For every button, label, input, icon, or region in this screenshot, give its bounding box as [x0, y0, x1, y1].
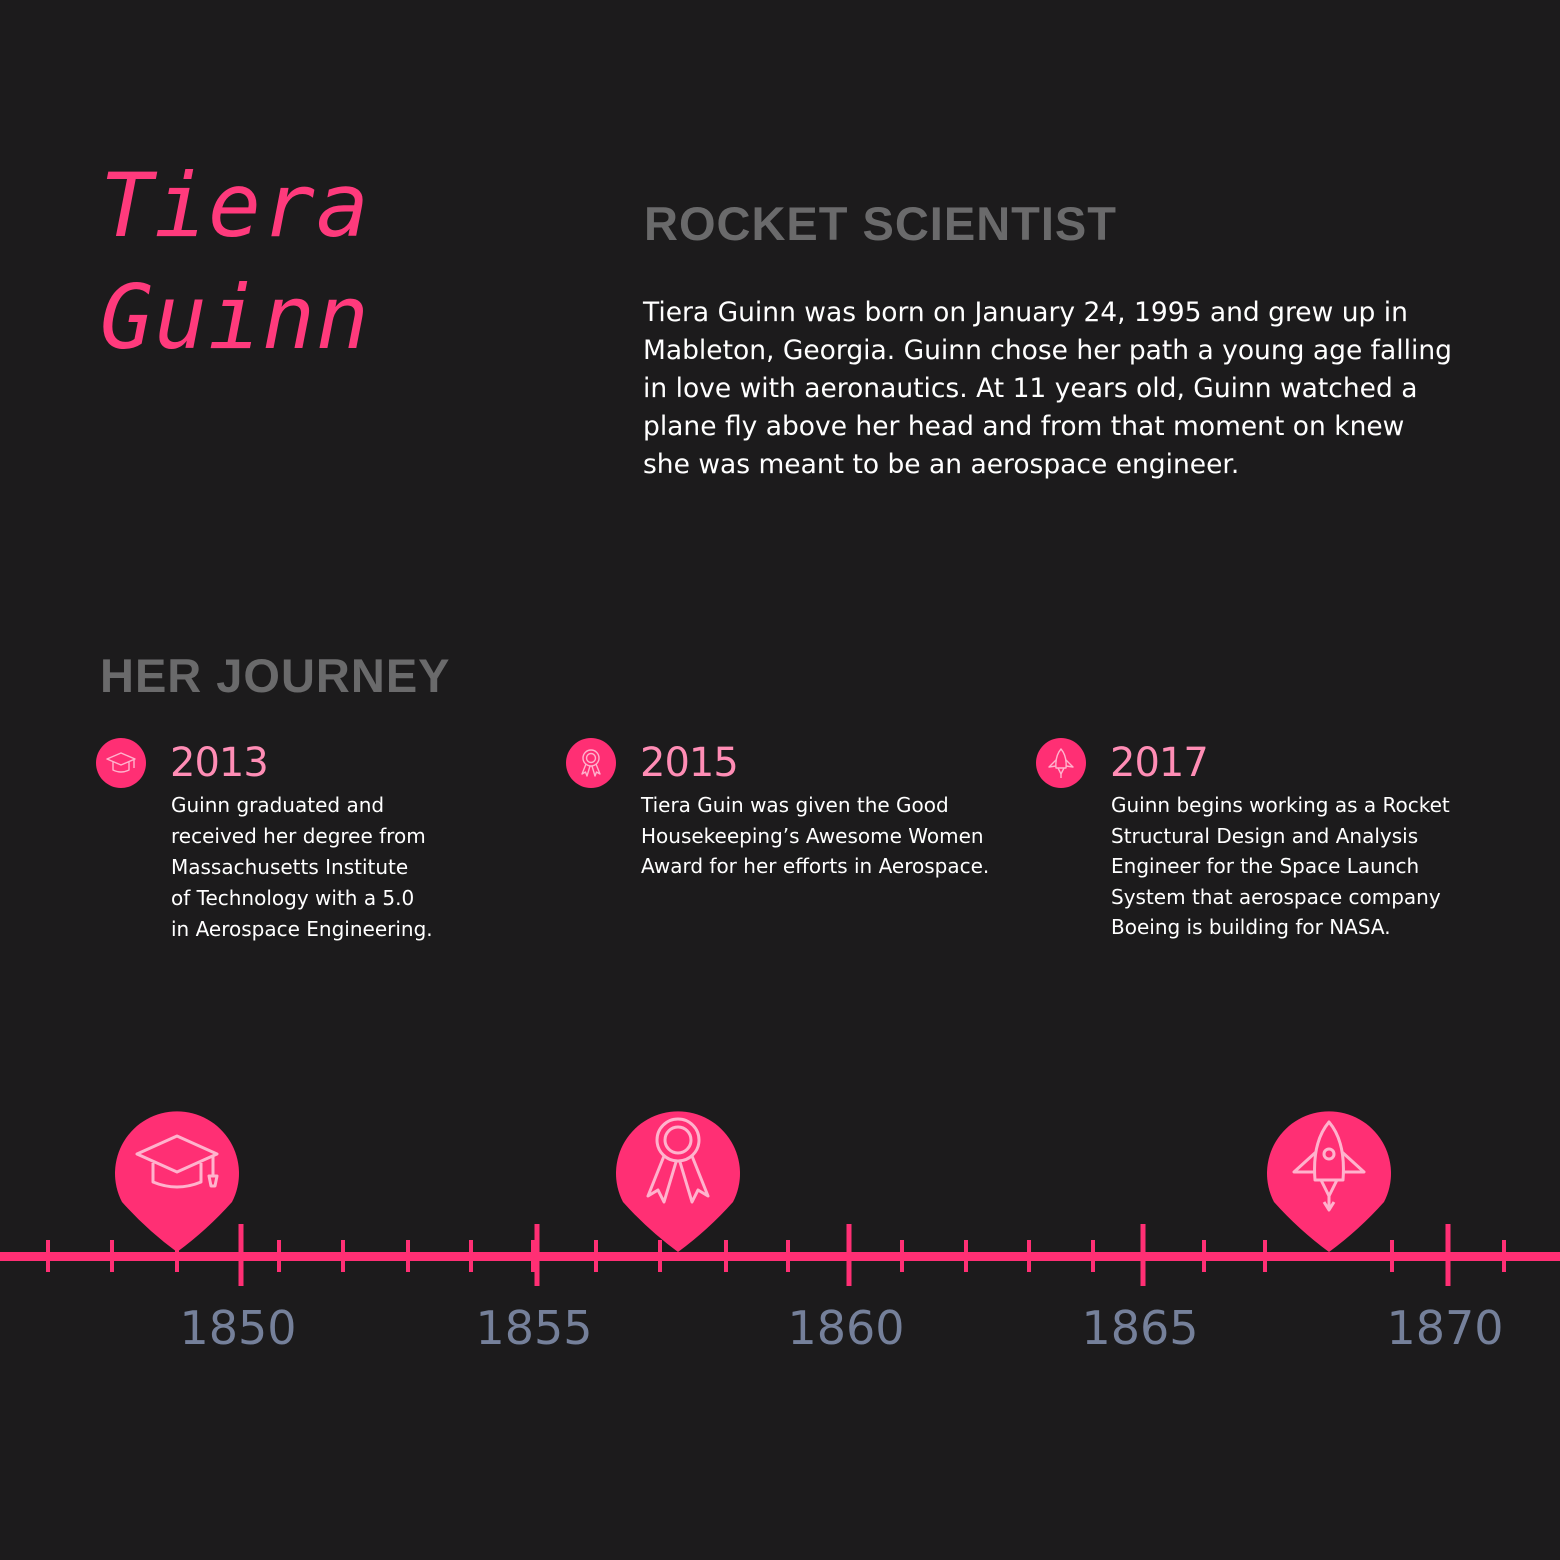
major-tick — [1445, 1224, 1451, 1286]
role-heading: ROCKET SCIENTIST — [644, 197, 1117, 250]
minor-tick — [1502, 1240, 1506, 1272]
minor-tick — [786, 1240, 790, 1272]
event-description: Tiera Guin was given the Good Housekeepin… — [641, 793, 990, 878]
timeline-label-1865: 1865 — [1081, 1301, 1198, 1355]
minor-tick — [964, 1240, 968, 1272]
minor-tick — [175, 1240, 179, 1272]
first-name: Tiera — [100, 154, 370, 257]
timeline-major-ticks — [238, 1224, 1451, 1286]
timeline-minor-ticks — [46, 1240, 1506, 1272]
minor-tick — [658, 1240, 662, 1272]
last-name: Guinn — [100, 266, 370, 369]
journey-heading: HER JOURNEY — [100, 649, 451, 702]
major-tick — [846, 1224, 852, 1286]
minor-tick — [469, 1240, 473, 1272]
minor-tick — [1390, 1240, 1394, 1272]
award-ribbon-icon — [566, 738, 616, 788]
minor-tick — [406, 1240, 410, 1272]
minor-tick — [900, 1240, 904, 1272]
timeline-pin-rocket — [1267, 1111, 1391, 1252]
bio-paragraph: Tiera Guinn was born on January 24, 1995… — [643, 297, 1452, 480]
minor-tick — [594, 1240, 598, 1272]
rocket-icon — [1292, 1120, 1366, 1212]
timeline-label-1870: 1870 — [1386, 1301, 1503, 1355]
event-year: 2013 — [170, 740, 269, 786]
event-description: Guinn graduated and received her degree f… — [171, 793, 433, 941]
minor-tick — [46, 1240, 50, 1272]
award-ribbon-icon — [646, 1117, 710, 1204]
minor-tick — [724, 1240, 728, 1272]
major-tick — [238, 1224, 244, 1286]
timeline-pin-award — [616, 1111, 740, 1252]
timeline-pin-graduation — [115, 1111, 240, 1252]
minor-tick — [277, 1240, 281, 1272]
minor-tick — [110, 1240, 114, 1272]
timeline-label-1855: 1855 — [475, 1301, 592, 1355]
minor-tick — [341, 1240, 345, 1272]
graduation-cap-icon — [135, 1134, 219, 1189]
major-tick — [1140, 1224, 1146, 1286]
minor-tick — [531, 1240, 535, 1272]
minor-tick — [1263, 1240, 1267, 1272]
event-description: Guinn begins working as a Rocket Structur… — [1111, 793, 1450, 939]
timeline-label-1860: 1860 — [787, 1301, 904, 1355]
timeline-label-1850: 1850 — [179, 1301, 296, 1355]
event-year: 2017 — [1110, 740, 1209, 786]
minor-tick — [1202, 1240, 1206, 1272]
timeline-line — [0, 1252, 1560, 1261]
minor-tick — [1027, 1240, 1031, 1272]
graduation-cap-icon — [96, 738, 146, 788]
person-name: Tiera Guinn — [100, 150, 370, 374]
major-tick — [534, 1224, 540, 1286]
event-year: 2015 — [640, 740, 739, 786]
timeline-labels: 1850 1855 1860 1865 1870 — [179, 1301, 1503, 1355]
timeline: 1850 1855 1860 1865 1870 — [0, 1111, 1560, 1355]
rocket-icon — [1036, 738, 1086, 788]
minor-tick — [1091, 1240, 1095, 1272]
